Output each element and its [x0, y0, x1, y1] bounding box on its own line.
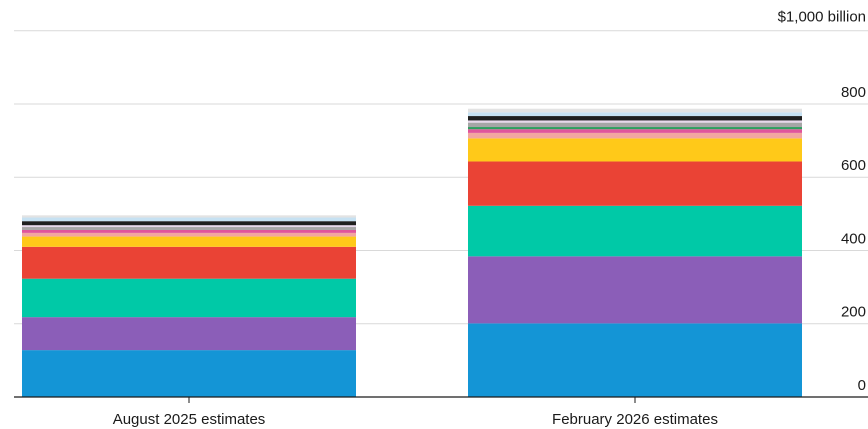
bar-segment [22, 227, 356, 230]
bar-segment [22, 215, 356, 218]
bar-segment [468, 256, 802, 324]
y-tick-label: 0 [858, 377, 866, 394]
bar-stack [22, 215, 356, 397]
bar-segment [22, 225, 356, 228]
bar-segment [468, 108, 802, 113]
bar-segment [468, 323, 802, 397]
bar-segment [22, 246, 356, 279]
bar-segment [22, 232, 356, 237]
y-tick-label: 200 [841, 304, 866, 321]
bar-segment [22, 350, 356, 397]
y-tick-label: 400 [841, 230, 866, 247]
bar-segment [22, 278, 356, 318]
bar-segment [468, 127, 802, 130]
bar-segment [468, 116, 802, 121]
y-tick-label: 800 [841, 84, 866, 101]
bar-segment [468, 129, 802, 133]
y-axis-unit-label: $1,000 billion [778, 9, 866, 26]
bar-stack [468, 108, 802, 397]
bar-segment [22, 317, 356, 351]
bars [22, 108, 802, 397]
bar-segment [468, 132, 802, 139]
y-axis-ticks: 0 200 400 600 800 [841, 84, 866, 394]
bar-segment [468, 205, 802, 257]
bar-segment [468, 112, 802, 117]
bar-segment [22, 229, 356, 233]
x-axis-labels: August 2025 estimates February 2026 estim… [113, 397, 718, 428]
bar-segment [22, 236, 356, 247]
bar-segment [468, 122, 802, 128]
bar-segment [22, 217, 356, 222]
bar-segment [22, 221, 356, 226]
bar-segment [468, 161, 802, 206]
bar-segment [468, 138, 802, 162]
x-category-label: February 2026 estimates [552, 411, 718, 428]
bar-segment [468, 120, 802, 123]
x-category-label: August 2025 estimates [113, 411, 266, 428]
y-tick-label: 600 [841, 157, 866, 174]
